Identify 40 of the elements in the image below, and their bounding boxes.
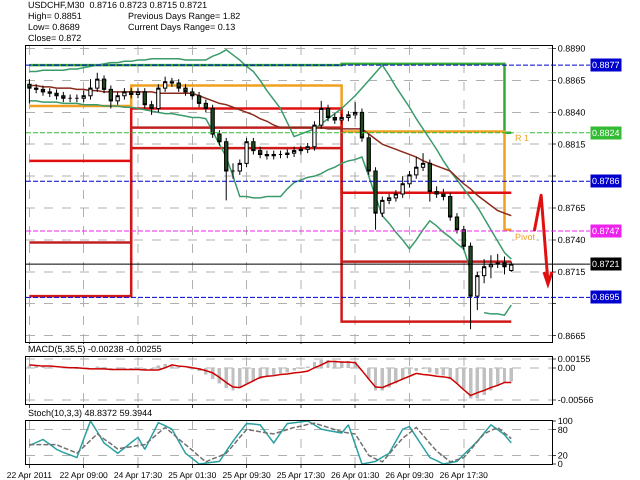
x-tick-label: 26 Apr 09:30 xyxy=(385,470,434,480)
x-tick-label: 22 Apr 2011 xyxy=(6,470,52,480)
ref-line-label: 0.8824 xyxy=(592,128,620,138)
ref-line-label: 0.8877 xyxy=(592,60,620,70)
y-tick-label: 0 xyxy=(558,459,563,470)
x-tick-label: 25 Apr 17:30 xyxy=(276,470,326,480)
y-tick-label: 0.8715 xyxy=(558,266,586,277)
annotation: Pivot xyxy=(515,232,536,242)
text: Previous Days Range= 1.82 xyxy=(128,11,240,21)
y-tick-label: 0.8665 xyxy=(558,330,586,341)
x-tick-label: 22 Apr 09:00 xyxy=(60,470,108,480)
x-tick-label: 24 Apr 17:30 xyxy=(114,470,162,480)
x-tick-label: 26 Apr 17:30 xyxy=(440,470,488,480)
text: Current Days Range= 0.13 xyxy=(128,22,236,32)
x-tick-label: 25 Apr 09:30 xyxy=(222,470,271,480)
x-tick-label: 26 Apr 01:30 xyxy=(331,470,380,480)
chart-title: MACD(5,35,5) -0.00238 -0.00255 xyxy=(28,344,162,354)
y-tick-label: 0.8815 xyxy=(558,139,586,150)
text: Low= 0.8689 xyxy=(28,22,80,32)
chart-title: Stoch(10,3,3) 48.8372 59.3944 xyxy=(28,408,152,418)
annotation: R 1 xyxy=(515,133,530,143)
ref-line-label: 0.8721 xyxy=(592,259,620,269)
ref-line-label: 0.8747 xyxy=(592,226,620,236)
y-tick-label: -0.00566 xyxy=(558,394,594,405)
y-tick-label: 0.8765 xyxy=(558,203,586,214)
y-tick-label: 0.8740 xyxy=(558,235,586,246)
text: High= 0.8851 xyxy=(28,11,82,21)
y-tick-label: 100 xyxy=(558,416,573,426)
chart-title: USDCHF,M30 0.8716 0.8723 0.8715 0.8721 xyxy=(28,0,208,10)
y-tick-label: 0.8890 xyxy=(558,44,586,54)
y-tick-label: 0.00155 xyxy=(558,354,590,364)
y-tick-label: 0.8865 xyxy=(558,76,586,86)
text: Close= 0.872 xyxy=(28,33,82,43)
ref-line-label: 0.8786 xyxy=(592,176,620,186)
x-tick-label: 25 Apr 01:30 xyxy=(168,470,217,480)
y-tick-label: 0.00 xyxy=(558,362,576,373)
y-tick-label: 0.8840 xyxy=(558,107,586,118)
y-tick-label: 80 xyxy=(558,424,568,435)
y-tick-label: 20 xyxy=(558,450,568,461)
ref-line-label: 0.8695 xyxy=(592,292,620,302)
